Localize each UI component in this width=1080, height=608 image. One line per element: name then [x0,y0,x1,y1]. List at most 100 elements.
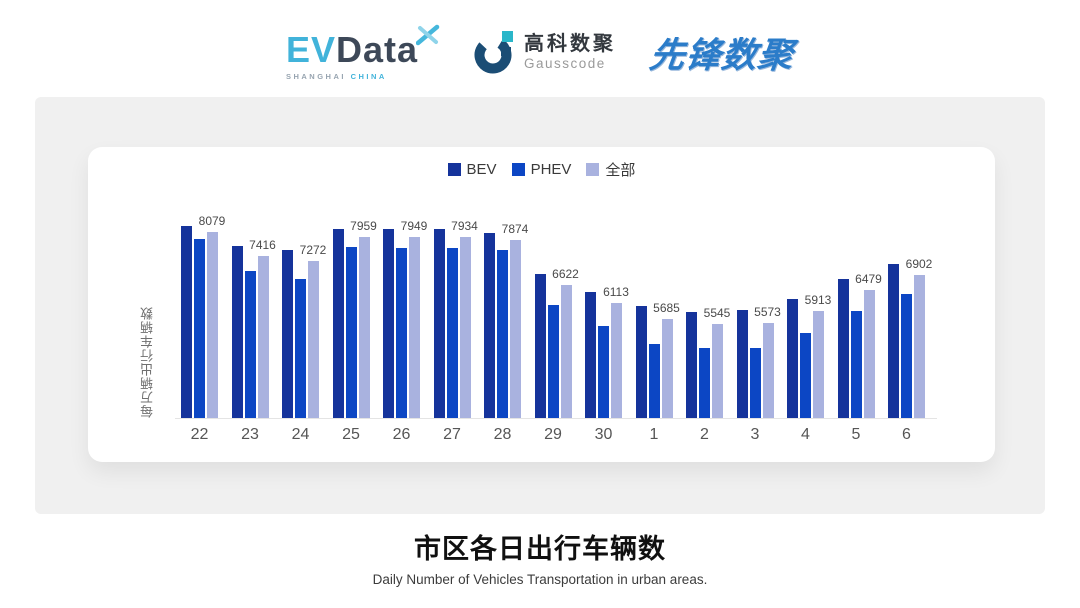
x-tick-24: 24 [291,426,310,443]
x-tick-1: 1 [649,426,659,443]
legend-label-全部: 全部 [605,162,636,179]
bar-group-4: 5913 4 [787,188,831,443]
bar-BEV-30 [585,292,596,418]
bar-BEV-23 [231,246,243,418]
x-tick-3: 3 [750,426,760,443]
x-tick-23: 23 [241,426,259,443]
bar-group-2: 5545 2 [686,188,730,443]
bar-全部-27 [459,237,471,418]
legend-item-BEV[interactable]: BEV [447,161,497,178]
bar-全部-23 [257,256,269,418]
value-label-22: 8079 [198,214,226,228]
x-tick-29: 29 [544,426,562,443]
value-label-4: 5913 [804,293,832,307]
bar-group-29: 6622 29 [534,188,579,443]
bar-BEV-29 [534,274,546,418]
legend-label-BEV: BEV [466,161,497,178]
value-label-27: 7934 [451,219,478,233]
evdata-logo: EV Data SHANGHAI CHINA [286,24,440,81]
bar-全部-4 [813,311,824,418]
chart-title: 市区各日出行车辆数 [414,534,666,564]
bar-全部-6 [914,275,925,418]
bar-PHEV-5 [850,311,862,418]
value-label-26: 7949 [400,219,428,233]
bar-PHEV-6 [901,294,912,418]
bar-BEV-2 [686,312,697,418]
bar-group-3: 5573 3 [736,188,781,443]
bar-BEV-5 [837,279,849,418]
evdata-ev-text: EV [285,28,336,70]
bar-group-25: 7959 25 [332,188,377,443]
evdata-wordmark: EV Data [286,24,440,68]
y-axis-label: 每万辆出行车辆数 [140,306,155,418]
bar-BEV-25 [332,229,344,418]
evdata-subtitle: SHANGHAI CHINA [285,71,387,81]
bar-BEV-24 [282,250,293,418]
bar-BEV-22 [181,226,192,418]
bar-全部-26 [409,237,420,418]
bar-group-23: 7416 23 [231,188,276,443]
x-tick-28: 28 [493,426,512,443]
chart-panel: BEV PHEV 全部 每万辆出行车辆数 8079 22 7416 23 7272 24 795… [35,97,1045,514]
bar-全部-30 [611,303,622,418]
bar-PHEV-2 [699,348,710,418]
bar-全部-28 [510,240,521,418]
value-label-25: 7959 [350,219,377,233]
bar-group-26: 7949 26 [383,188,427,443]
gausscode-g-icon [474,31,514,74]
bar-BEV-4 [787,299,798,418]
legend-swatch-全部 [586,163,600,176]
x-tick-25: 25 [342,426,360,443]
chart-subtitle: Daily Number of Vehicles Transportation … [372,572,708,587]
x-tick-4: 4 [801,426,810,443]
chart-card: BEV PHEV 全部 每万辆出行车辆数 8079 22 7416 23 7272 24 795… [88,147,995,462]
legend-item-PHEV[interactable]: PHEV [511,161,571,178]
value-label-28: 7874 [501,222,529,236]
bar-groups: 8079 22 7416 23 7272 24 7959 25 7949 26 7934 27 7874… [181,188,932,443]
bar-PHEV-23 [244,271,256,418]
bar-group-5: 6479 5 [837,188,882,443]
chart-legend: BEV PHEV 全部 [88,159,995,180]
value-label-5: 6479 [855,272,882,286]
bar-PHEV-30 [598,326,609,418]
value-label-2: 5545 [703,306,731,320]
value-label-29: 6622 [552,267,579,281]
bar-BEV-6 [888,264,899,418]
gausscode-logo: 高科数聚 Gausscode [474,29,616,75]
plot-area: 8079 22 7416 23 7272 24 7959 25 7949 26 7934 27 7874… [181,188,932,443]
bar-PHEV-1 [648,344,660,418]
evdata-data-text: Data [335,28,419,70]
header-logos: EV Data SHANGHAI CHINA 高科数聚 Gausscode [0,14,1080,90]
bar-BEV-3 [736,310,748,418]
bar-group-24: 7272 24 [282,188,326,443]
value-label-6: 6902 [905,257,933,271]
gausscode-cn: 高科数聚 [524,32,617,55]
x-tick-2: 2 [700,426,709,443]
bar-PHEV-4 [800,333,811,418]
bar-全部-29 [560,285,572,418]
bar-PHEV-29 [547,305,559,418]
bar-BEV-27 [433,229,445,418]
bar-group-28: 7874 28 [484,188,528,443]
bar-group-30: 6113 30 [585,188,629,443]
bar-PHEV-27 [446,248,458,418]
gausscode-text: 高科数聚 Gausscode [524,33,616,72]
value-label-1: 5685 [653,301,680,315]
pioneer-logo: 先锋数聚 [647,35,797,75]
value-label-24: 7272 [299,243,327,257]
bar-PHEV-24 [295,279,306,418]
x-axis-line [175,418,937,419]
bar-BEV-28 [484,233,495,418]
bar-全部-25 [358,237,370,418]
x-tick-6: 6 [902,426,911,443]
bar-PHEV-22 [194,239,205,418]
x-tick-26: 26 [392,426,411,443]
legend-swatch-BEV [447,163,461,176]
bar-全部-24 [308,261,319,418]
bar-全部-2 [712,324,723,418]
bar-group-6: 6902 6 [888,188,932,443]
bar-PHEV-28 [497,250,508,418]
legend-item-全部[interactable]: 全部 [586,159,635,180]
bar-group-22: 8079 22 [181,188,225,443]
